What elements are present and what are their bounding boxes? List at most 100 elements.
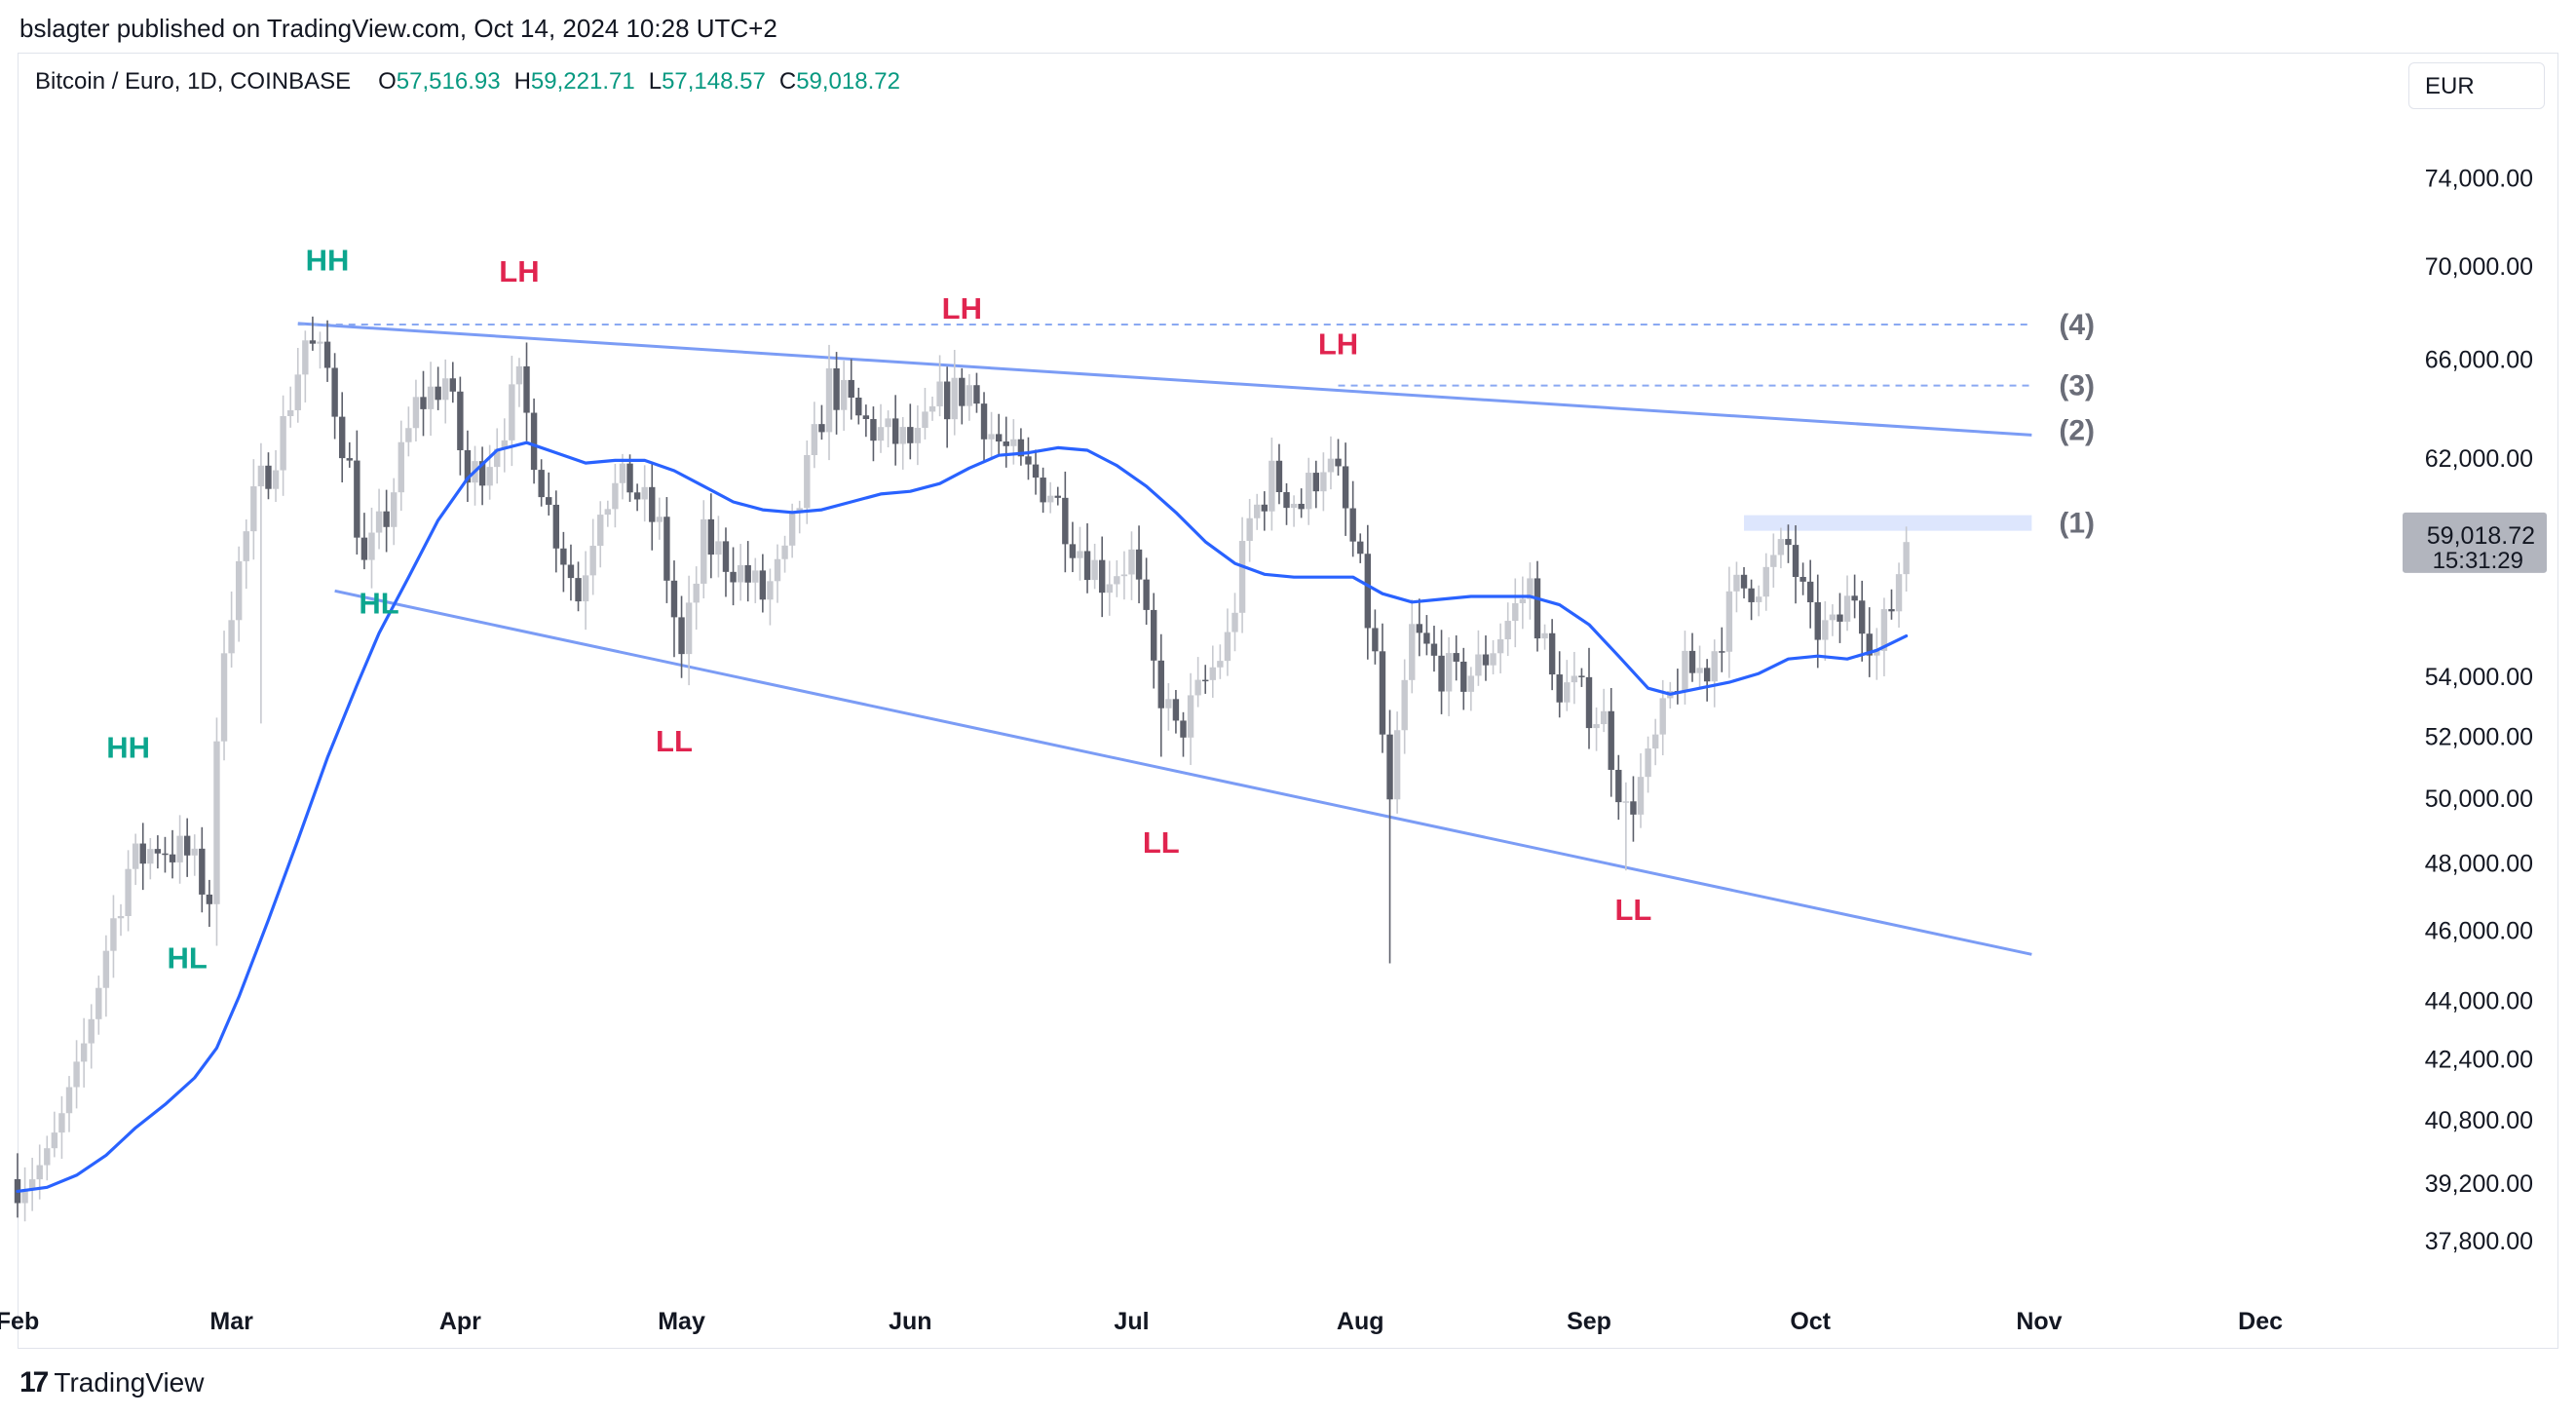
candle-body — [1903, 542, 1910, 575]
candle-body — [515, 365, 523, 385]
candle-body — [1740, 574, 1748, 589]
candle-body — [457, 391, 464, 450]
candle-body — [582, 575, 589, 602]
drawing-layer — [297, 322, 2032, 956]
candle-body — [323, 341, 331, 368]
candle-body — [1379, 651, 1386, 735]
candle-body — [317, 341, 323, 344]
candle-body — [523, 365, 530, 413]
level-zone — [1744, 515, 2032, 531]
candle-body — [1719, 651, 1725, 653]
level-label: (4) — [2059, 309, 2095, 341]
candle-body — [1837, 614, 1843, 622]
candle-body — [1585, 676, 1593, 729]
candle-body — [1895, 574, 1903, 612]
y-tick-label: 50,000.00 — [2425, 785, 2533, 813]
candle-body — [641, 486, 648, 500]
x-tick-label: Oct — [1790, 1308, 1831, 1335]
candle-body — [1401, 679, 1408, 731]
candle-body — [257, 465, 265, 487]
candle-body — [1858, 600, 1866, 634]
candle-body — [1874, 650, 1880, 656]
candle-body — [169, 854, 176, 862]
candle-body — [1593, 724, 1600, 729]
structure-label-lh: LH — [1318, 326, 1358, 361]
low-label: L — [648, 68, 663, 95]
open-label: O — [378, 68, 397, 95]
candle-body — [973, 385, 980, 404]
candle-body — [1320, 472, 1327, 492]
axes-layer: 74,000.00 70,000.00 66,000.00 62,000.00 54,0… — [0, 166, 2547, 1335]
candle-body — [1645, 748, 1651, 778]
candle-body — [538, 470, 545, 498]
candle-body — [331, 367, 338, 417]
candle-body — [1682, 650, 1688, 692]
candle-body — [1806, 581, 1814, 602]
candle-body — [546, 497, 552, 505]
candle-body — [110, 918, 117, 951]
candle-body — [1209, 667, 1216, 680]
candle-body — [1453, 653, 1459, 662]
candle-body — [1541, 632, 1548, 639]
candle-body — [649, 486, 656, 522]
candle-body — [1069, 544, 1077, 558]
candle-body — [1114, 576, 1120, 585]
candle-body — [560, 548, 567, 565]
candle-body — [862, 415, 870, 419]
candle-body — [656, 517, 663, 522]
candle-body — [1888, 609, 1895, 612]
candle-body — [1098, 559, 1106, 594]
candle-body — [552, 504, 560, 549]
candle-body — [626, 463, 633, 493]
candle-body — [1556, 674, 1563, 703]
candle-body — [1003, 441, 1009, 446]
candle-body — [442, 378, 449, 401]
candle-body — [1467, 675, 1475, 692]
y-tick-label: 46,000.00 — [2425, 917, 2533, 944]
candle-body — [501, 440, 509, 449]
candle-body — [1725, 591, 1733, 652]
x-tick-label: Jul — [1114, 1308, 1149, 1335]
currency-button[interactable]: EUR — [2408, 62, 2545, 109]
candle-body — [693, 583, 700, 603]
candle-body — [1564, 682, 1571, 703]
candle-body — [427, 386, 435, 409]
candle-body — [235, 560, 243, 621]
brand[interactable]: 17 TradingView — [19, 1366, 204, 1399]
level-label: (3) — [2059, 370, 2095, 402]
structure-label-lh: LH — [942, 291, 982, 326]
candle-body — [1548, 632, 1556, 675]
structure-label-ll: LL — [1614, 893, 1651, 927]
x-tick-label: Nov — [2016, 1308, 2062, 1335]
candle-body — [1637, 777, 1645, 815]
candle-body — [1475, 654, 1482, 676]
candle-body — [1490, 653, 1496, 666]
candle-body — [1748, 588, 1755, 602]
candle-body — [191, 848, 198, 856]
candle-body — [980, 403, 988, 440]
candle-body — [102, 950, 110, 988]
candle-body — [995, 434, 1003, 442]
candle-body — [1364, 554, 1372, 629]
candle-body — [478, 461, 486, 486]
candle-body — [420, 397, 427, 409]
candle-body — [375, 511, 383, 533]
candle-body — [250, 486, 257, 532]
candle-body — [678, 617, 685, 655]
candle-body — [1496, 639, 1504, 654]
candle-body — [1312, 473, 1320, 492]
candle-body — [1696, 668, 1703, 673]
candle-body — [1327, 458, 1335, 473]
candle-body — [722, 541, 730, 572]
candle-body — [1306, 473, 1312, 510]
candle-body — [1711, 651, 1718, 682]
candle-body — [1238, 541, 1246, 613]
candle-body — [1651, 734, 1659, 749]
candle-body — [28, 1179, 36, 1190]
candle-body — [1032, 464, 1040, 479]
high-value: 59,221.71 — [530, 68, 635, 95]
candle-body — [147, 849, 154, 864]
candle-body — [1151, 609, 1157, 661]
candle-body — [368, 532, 375, 560]
